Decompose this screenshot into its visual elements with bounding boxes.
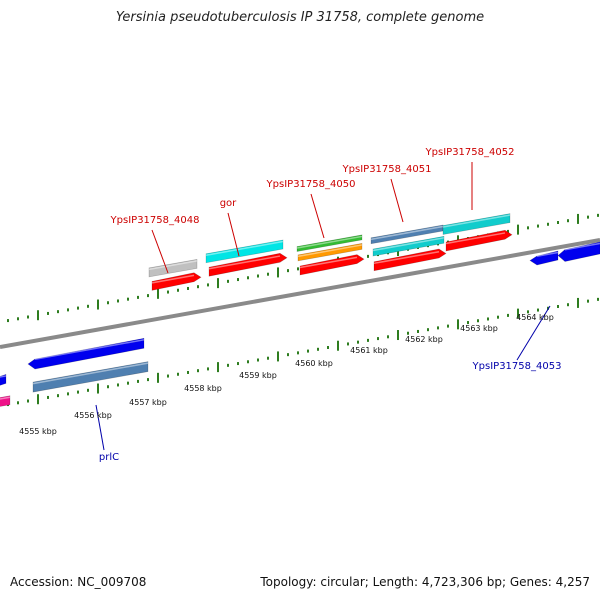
gene-feature-block [151,272,202,291]
gene-feature-highlight [299,256,358,269]
kbp-tick-label: 4555 kbp [19,427,57,436]
gene-feature-highlight [445,232,506,245]
gene-label: YpsIP31758_4052 [425,147,515,158]
gene-label-leader [227,212,240,257]
gene-feature-highlight [372,237,445,252]
gene-feature-highlight [296,235,363,249]
gene-feature-highlight [536,251,559,257]
gene-feature-highlight [442,214,511,228]
gene-feature-highlight [32,362,149,385]
gene-feature-block [442,213,511,235]
gene-feature-highlight [151,274,195,284]
gene-label-leader [516,305,551,361]
gene-label-leader [95,404,105,451]
gene-label: YpsIP31758_4051 [342,164,432,175]
kbp-tick-label: 4556 kbp [74,411,112,420]
gene-feature-block [32,361,149,393]
kbp-tick-label: 4557 kbp [129,398,167,407]
kbp-tick-label: 4562 kbp [405,335,443,344]
gene-feature-highlight [34,339,145,360]
gene-label: YpsIP31758_4050 [266,179,356,190]
gene-feature-block [27,337,145,370]
gene-feature-block [557,241,600,262]
gene-feature-highlight [205,240,284,257]
accession-text: Accession: NC_009708 [10,575,147,589]
gene-label-leader [310,193,325,239]
gene-feature-highlight [297,244,363,258]
genome-backbone [0,238,600,349]
kbp-tick-label: 4563 kbp [460,324,498,333]
gene-feature-block [445,229,513,252]
gene-feature-block [297,243,363,262]
gene-feature-block [205,239,284,264]
gene-label: gor [220,198,237,209]
bottom-tick-track [7,297,599,407]
gene-feature-highlight [373,250,440,265]
gene-label-leader [151,229,169,274]
gene-label-leader [390,178,404,223]
gene-feature-highlight [0,396,11,400]
gene-feature-block [148,259,198,278]
gene-label: prlC [99,452,119,463]
gene-feature-highlight [148,260,198,271]
gene-feature-block [0,373,7,386]
gene-feature-highlight [0,375,7,378]
kbp-tick-label: 4559 kbp [239,371,277,380]
kbp-tick-label: 4561 kbp [350,346,388,355]
gene-feature-block [373,248,447,272]
kbp-label-layer: 4555 kbp 4556 kbp 4557 kbp 4558 kbp 4559 kbp… [19,313,554,436]
gene-feature-block [372,235,445,257]
gene-feature-block [296,234,363,252]
map-title: Yersinia pseudotuberculosis IP 31758, co… [115,10,485,25]
kbp-tick-label: 4560 kbp [295,359,333,368]
gene-feature-highlight [370,225,444,241]
gene-label-layer: YpsIP31758_4048 gor YpsIP31758_4050 YpsIP31… [95,147,562,463]
feature-track [0,213,600,407]
gene-feature-highlight [564,242,600,251]
kbp-tick-label: 4558 kbp [184,384,222,393]
gene-label: YpsIP31758_4053 [472,361,562,372]
genome-summary: Topology: circular; Length: 4,723,306 bp… [260,575,590,589]
gene-feature-block [208,252,288,277]
kbp-tick-label: 4564 kbp [516,313,554,322]
gene-label: YpsIP31758_4048 [110,215,200,226]
gene-feature-block [0,395,11,407]
gene-feature-highlight [208,255,281,270]
gene-feature-block [299,254,365,276]
